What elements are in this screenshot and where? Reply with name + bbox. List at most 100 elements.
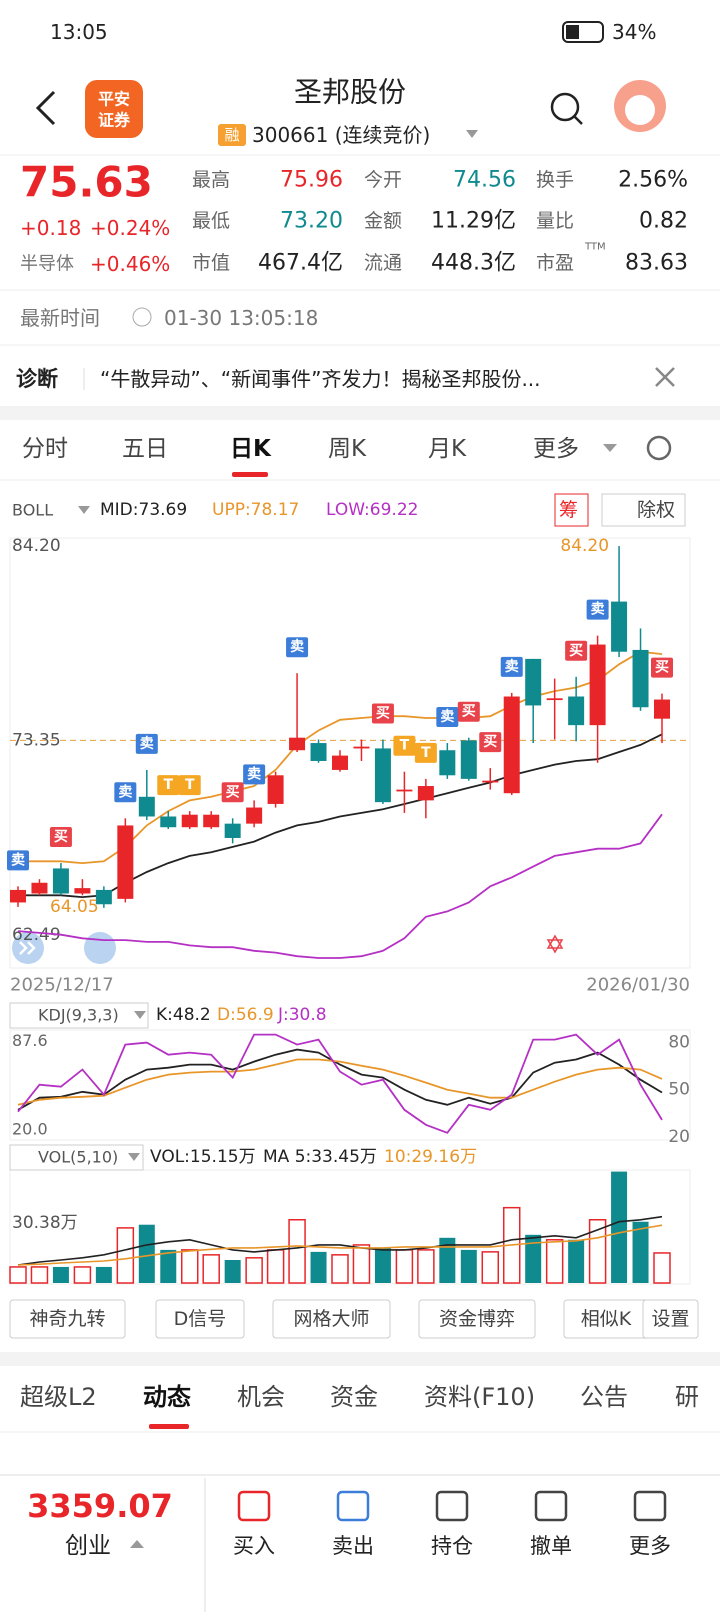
scroll-button[interactable] — [12, 932, 44, 964]
x-start-label: 2025/12/17 — [10, 975, 114, 996]
volume-bar — [224, 1260, 241, 1283]
margin-tag-text: 融 — [224, 126, 239, 144]
candle-body — [460, 740, 477, 779]
signal-tag[interactable] — [49, 827, 72, 848]
signal-tag[interactable] — [114, 782, 137, 803]
status-battery: 34% — [612, 20, 656, 44]
period-tab[interactable]: 分时 — [22, 436, 68, 462]
volume-bar — [95, 1266, 112, 1283]
search-icon-handle — [573, 115, 583, 125]
candle-body — [632, 649, 649, 708]
volume-bar — [545, 1239, 564, 1284]
volume-bar — [288, 1219, 306, 1284]
volume-ma-line — [17, 1215, 663, 1266]
signal-tag[interactable] — [393, 735, 416, 756]
info-icon[interactable] — [132, 307, 152, 327]
tool-button[interactable] — [418, 1299, 536, 1339]
signal-tag[interactable] — [457, 701, 480, 722]
signal-tag[interactable] — [286, 637, 309, 658]
signal-tag[interactable] — [479, 732, 502, 753]
back-button[interactable] — [35, 90, 56, 126]
action-label[interactable]: 卖出 — [332, 1534, 374, 1558]
action-icon[interactable] — [435, 1490, 469, 1522]
indicator-name[interactable]: VOL(5,10) — [38, 1148, 118, 1167]
legend-entry: UPP:78.17 — [212, 500, 299, 520]
info-tab[interactable]: 公告 — [580, 1383, 628, 1411]
period-tab[interactable]: 月K — [428, 436, 467, 462]
action-label[interactable]: 撤单 — [530, 1534, 572, 1558]
signal-tag[interactable] — [586, 599, 609, 620]
signal-tag[interactable] — [371, 703, 394, 724]
volume-bar — [525, 1234, 542, 1283]
volume-bar — [653, 1252, 671, 1284]
action-icon[interactable] — [237, 1490, 271, 1522]
price-change: +0.18 — [20, 216, 81, 240]
signal-tag[interactable] — [135, 733, 158, 754]
tool-button[interactable] — [642, 1299, 699, 1339]
signal-tag[interactable] — [436, 707, 459, 728]
candle-body — [31, 882, 48, 894]
price-panel — [9, 537, 691, 969]
info-tab[interactable]: 资料(F10) — [424, 1383, 535, 1411]
action-label[interactable]: 买入 — [233, 1534, 275, 1558]
field-value: 74.56 — [453, 168, 516, 193]
signal-tag[interactable] — [243, 764, 266, 785]
signal-tag[interactable] — [565, 640, 588, 661]
period-tab[interactable]: 五日 — [122, 436, 168, 462]
extreme-label: 84.20 — [560, 536, 609, 556]
candle-body — [74, 888, 91, 894]
vol-panel — [9, 1169, 691, 1285]
action-icon[interactable] — [534, 1490, 568, 1522]
period-tab[interactable]: 更多 — [533, 436, 579, 462]
tool-button[interactable] — [272, 1299, 391, 1339]
indicator-box[interactable] — [9, 1144, 144, 1171]
news-text[interactable]: “牛散异动”、“新闻事件”齐发力！揭秘圣邦股份... — [100, 367, 541, 391]
signal-tag[interactable] — [178, 775, 201, 796]
info-tab[interactable]: 资金 — [330, 1383, 378, 1411]
candle-body — [353, 746, 370, 749]
battery-level — [566, 25, 579, 39]
indicator-name[interactable]: KDJ(9,3,3) — [38, 1006, 119, 1025]
signal-tag[interactable] — [414, 742, 437, 763]
chart-button[interactable] — [601, 493, 686, 527]
stock-code: 300661 (连续竞价) — [252, 123, 430, 147]
info-tab[interactable]: 研 — [675, 1383, 699, 1411]
candle-body — [589, 644, 606, 726]
event-icon[interactable] — [546, 934, 564, 954]
tool-button[interactable] — [155, 1299, 245, 1339]
signal-tag[interactable] — [221, 782, 244, 803]
indicator-name[interactable]: BOLL — [12, 501, 53, 520]
action-icon[interactable] — [633, 1490, 667, 1522]
period-tab[interactable]: 日K — [230, 436, 272, 462]
action-icon[interactable] — [336, 1490, 370, 1522]
action-label[interactable]: 持仓 — [431, 1534, 473, 1558]
kdj-line — [17, 1033, 663, 1134]
gap-band — [0, 1352, 720, 1366]
volume-bar — [266, 1249, 285, 1284]
indicator-box[interactable] — [9, 1002, 149, 1029]
tool-button[interactable] — [9, 1299, 126, 1339]
close-news[interactable] — [655, 367, 675, 387]
signal-tag[interactable] — [500, 656, 523, 677]
chart-button-label: 除权 — [637, 499, 675, 521]
signal-tag[interactable] — [7, 850, 29, 871]
signal-tag[interactable] — [157, 775, 180, 796]
info-tab[interactable]: 机会 — [237, 1383, 285, 1411]
chart-button[interactable] — [554, 493, 589, 527]
info-tab[interactable]: 超级L2 — [20, 1383, 97, 1411]
field-value: 448.3亿 — [431, 251, 516, 276]
expand-button[interactable] — [84, 932, 116, 964]
action-label[interactable]: 更多 — [629, 1534, 671, 1558]
candle-body — [417, 786, 434, 801]
field-label: 金额 — [364, 210, 402, 232]
search-button[interactable] — [550, 92, 580, 122]
candle-body — [396, 789, 413, 792]
signal-label: 买 — [655, 660, 669, 676]
signal-tag[interactable] — [651, 657, 673, 678]
settings-button[interactable] — [646, 435, 672, 461]
volume-bar — [73, 1266, 92, 1284]
candle-body — [654, 699, 670, 719]
info-tab[interactable]: 动态 — [143, 1383, 191, 1411]
index-name[interactable]: 创业 — [65, 1533, 111, 1559]
period-tab[interactable]: 周K — [328, 436, 367, 462]
